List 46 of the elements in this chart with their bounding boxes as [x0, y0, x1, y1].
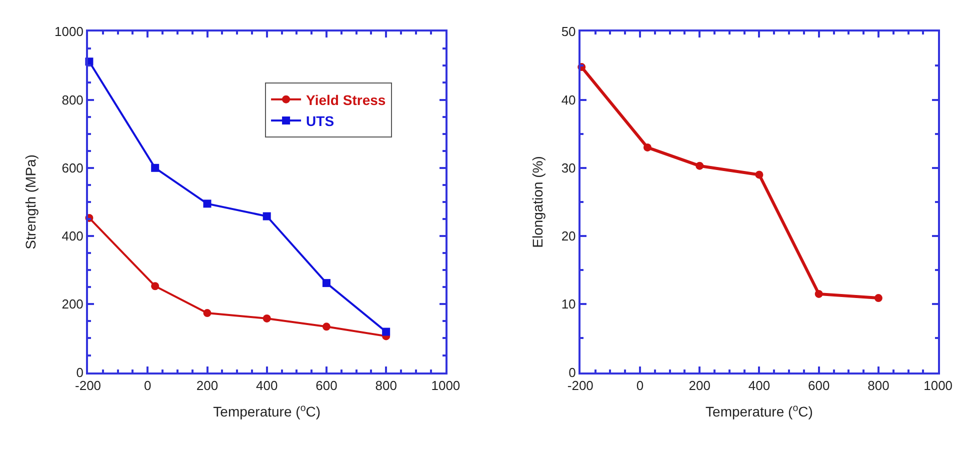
y-tick-label: 30 [561, 160, 576, 176]
point [203, 309, 212, 318]
x-tick-label: 1000 [431, 378, 460, 393]
x-axis-title: Temperature ($^{o}$C) [706, 402, 813, 420]
x-tick-label: 800 [868, 378, 890, 393]
point [755, 170, 764, 179]
point [814, 290, 823, 298]
y-tick-label: 20 [561, 228, 576, 244]
x-tick-label: -200 [75, 378, 102, 393]
point [151, 282, 160, 290]
y-tick-label: 50 [561, 24, 576, 40]
x-tick-label: 0 [636, 378, 644, 393]
y-tick-label: 1000 [54, 24, 84, 40]
x-axis-title: Temperature ($^{o}$C) [213, 402, 321, 420]
x-tick-label: 1000 [924, 378, 953, 393]
point [322, 279, 330, 288]
point [262, 212, 271, 220]
point [322, 322, 330, 331]
x-tick-label: 400 [256, 378, 278, 393]
y-tick-label: 0 [568, 364, 576, 380]
x-tick-label: 200 [688, 378, 710, 393]
point [643, 143, 652, 152]
x-tick-label: -200 [567, 378, 594, 393]
y-axis-title: Strength (MPa) [22, 154, 39, 250]
x-tick-label: 0 [144, 378, 152, 393]
x-tick-label: 600 [808, 378, 830, 393]
x-tick-label: 800 [375, 378, 397, 393]
y-tick-label: 200 [62, 296, 84, 312]
y-tick-label: 10 [561, 296, 576, 312]
y-axis-title: Elongation (%) [529, 156, 546, 248]
y-tick-label: 400 [62, 228, 84, 244]
point [874, 294, 882, 302]
y-tick-label: 800 [62, 92, 84, 108]
point [262, 314, 271, 322]
legend-label: UTS [306, 112, 334, 129]
point [203, 200, 212, 208]
x-tick-label: 400 [748, 378, 770, 393]
point [151, 164, 160, 172]
y-tick-label: 600 [62, 160, 84, 176]
point [696, 162, 704, 170]
y-tick-label: 0 [76, 364, 84, 380]
legend-label: Yield Stress [306, 92, 386, 108]
x-tick-label: 200 [196, 378, 218, 393]
point [382, 328, 390, 336]
x-tick-label: 600 [316, 378, 338, 393]
y-tick-label: 40 [561, 92, 576, 108]
